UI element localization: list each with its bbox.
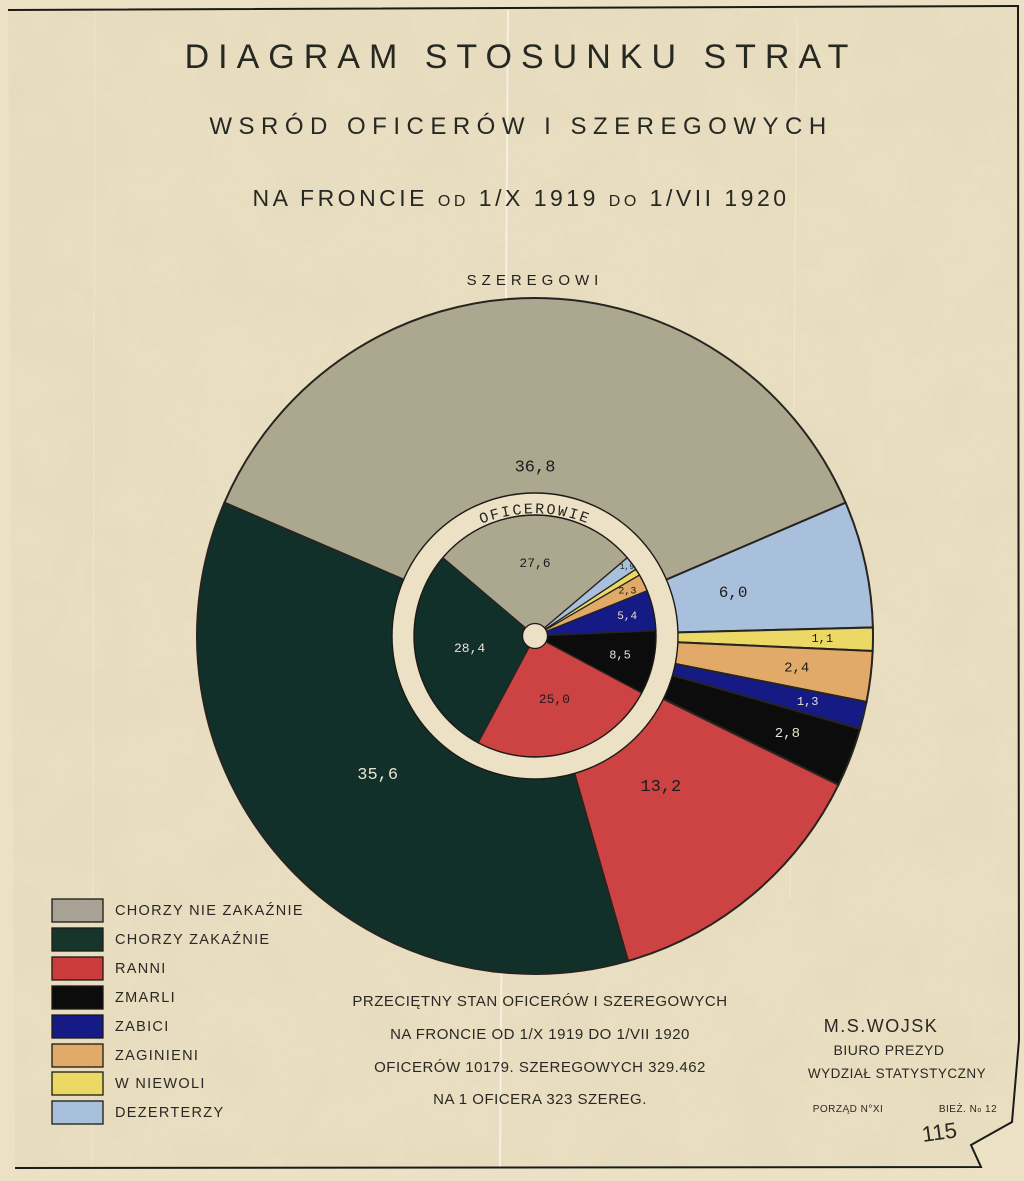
svg-text:2,8: 2,8: [775, 726, 800, 742]
svg-text:DIAGRAM STOSUNKU STRAT: DIAGRAM STOSUNKU STRAT: [185, 38, 858, 76]
svg-text:115: 115: [920, 1117, 958, 1147]
svg-text:BIURO PREZYD: BIURO PREZYD: [833, 1042, 944, 1058]
svg-text:13,2: 13,2: [640, 778, 681, 797]
svg-text:WYDZIAŁ STATYSTYCZNY: WYDZIAŁ STATYSTYCZNY: [808, 1066, 986, 1081]
svg-text:W NIEWOLI: W NIEWOLI: [115, 1076, 206, 1092]
svg-text:5,4: 5,4: [617, 611, 637, 623]
svg-text:35,6: 35,6: [357, 766, 398, 785]
svg-text:BIEŻ. No 12: BIEŻ. No 12: [939, 1102, 997, 1115]
svg-text:OFICERÓW 10179. SZEREGOWYCH 32: OFICERÓW 10179. SZEREGOWYCH 329.462: [374, 1059, 706, 1076]
svg-text:CHORZY NIE ZAKAŹNIE: CHORZY NIE ZAKAŹNIE: [115, 902, 304, 919]
svg-text:NA FRONCIE OD 1/X 1919 DO 1/VI: NA FRONCIE OD 1/X 1919 DO 1/VII 1920: [390, 1026, 690, 1043]
svg-text:ZAGINIENI: ZAGINIENI: [115, 1048, 199, 1064]
svg-text:NA FRONCIE OD 1/X 1919 DO 1/VI: NA FRONCIE OD 1/X 1919 DO 1/VII 1920: [252, 185, 789, 211]
svg-text:1,3: 1,3: [797, 695, 819, 709]
svg-text:SZEREGOWI: SZEREGOWI: [467, 272, 604, 289]
svg-text:PRZECIĘTNY STAN OFICERÓW I SZE: PRZECIĘTNY STAN OFICERÓW I SZEREGOWYCH: [352, 993, 727, 1010]
svg-text:2,4: 2,4: [784, 660, 809, 676]
svg-text:28,4: 28,4: [454, 641, 485, 656]
svg-text:36,8: 36,8: [515, 458, 556, 477]
svg-text:PORZĄD N°XI: PORZĄD N°XI: [813, 1104, 884, 1115]
svg-text:ZMARLI: ZMARLI: [115, 990, 176, 1006]
svg-text:6,0: 6,0: [719, 584, 748, 602]
svg-text:27,6: 27,6: [519, 556, 550, 571]
svg-text:ZABICI: ZABICI: [115, 1019, 170, 1035]
svg-text:8,5: 8,5: [609, 648, 631, 662]
svg-text:2,3: 2,3: [618, 586, 636, 597]
svg-text:DEZERTERZY: DEZERTERZY: [115, 1105, 224, 1121]
svg-text:M.S.WOJSK: M.S.WOJSK: [824, 1016, 939, 1036]
svg-text:CHORZY ZAKAŹNIE: CHORZY ZAKAŹNIE: [115, 931, 270, 948]
svg-text:1,1: 1,1: [811, 632, 833, 646]
svg-text:25,0: 25,0: [539, 692, 570, 707]
svg-text:WSRÓD OFICERÓW I SZEREGOWYCH: WSRÓD OFICERÓW I SZEREGOWYCH: [209, 113, 832, 140]
svg-text:RANNI: RANNI: [115, 961, 167, 977]
svg-text:NA 1 OFICERA 323 SZEREG.: NA 1 OFICERA 323 SZEREG.: [433, 1091, 647, 1108]
